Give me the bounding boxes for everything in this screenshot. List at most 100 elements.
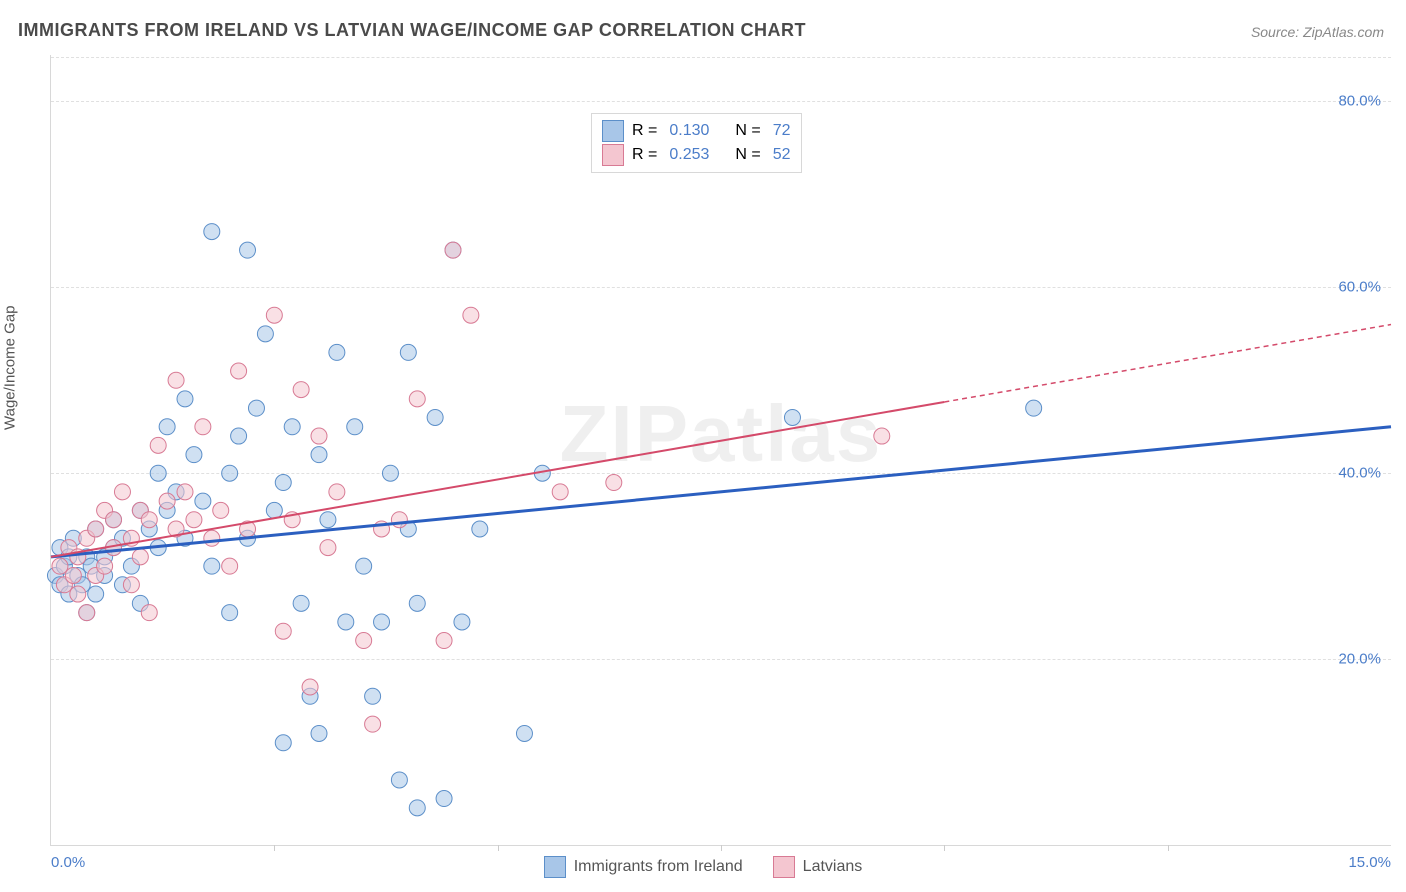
- data-point: [186, 447, 202, 463]
- data-point: [356, 633, 372, 649]
- swatch-series-1: [602, 120, 624, 142]
- data-point: [231, 428, 247, 444]
- chart-title: IMMIGRANTS FROM IRELAND VS LATVIAN WAGE/…: [18, 20, 806, 41]
- legend-label: Latvians: [803, 858, 863, 876]
- n-label: N =: [735, 146, 760, 164]
- data-point: [275, 475, 291, 491]
- data-point: [293, 595, 309, 611]
- data-point: [88, 586, 104, 602]
- plot-area: ZIPatlas 20.0%40.0%60.0%80.0% 0.0%15.0% …: [50, 55, 1391, 846]
- data-point: [159, 493, 175, 509]
- data-point: [409, 391, 425, 407]
- data-point: [159, 419, 175, 435]
- y-axis-label: Wage/Income Gap: [2, 305, 19, 430]
- data-point: [79, 605, 95, 621]
- source-label: Source: ZipAtlas.com: [1251, 24, 1384, 40]
- legend-bottom: Immigrants from Ireland Latvians: [0, 856, 1406, 878]
- n-value-1: 72: [773, 122, 791, 140]
- data-point: [374, 614, 390, 630]
- r-value-2: 0.253: [669, 146, 709, 164]
- data-point: [275, 735, 291, 751]
- legend-stats-row: R = 0.130 N = 72: [602, 119, 791, 143]
- data-point: [311, 447, 327, 463]
- data-point: [293, 382, 309, 398]
- data-point: [240, 242, 256, 258]
- r-value-1: 0.130: [669, 122, 709, 140]
- legend-stats-row: R = 0.253 N = 52: [602, 143, 791, 167]
- data-point: [204, 558, 220, 574]
- data-point: [204, 530, 220, 546]
- data-point: [874, 428, 890, 444]
- data-point: [320, 512, 336, 528]
- data-point: [302, 679, 318, 695]
- legend-label: Immigrants from Ireland: [574, 858, 743, 876]
- data-point: [320, 540, 336, 556]
- data-point: [52, 558, 68, 574]
- data-point: [391, 772, 407, 788]
- swatch-series-2: [602, 144, 624, 166]
- data-point: [132, 549, 148, 565]
- data-point: [204, 224, 220, 240]
- r-label: R =: [632, 122, 657, 140]
- data-point: [606, 475, 622, 491]
- data-point: [231, 363, 247, 379]
- data-point: [463, 307, 479, 323]
- data-point: [222, 605, 238, 621]
- data-point: [329, 344, 345, 360]
- data-point: [284, 419, 300, 435]
- data-point: [97, 558, 113, 574]
- data-point: [454, 614, 470, 630]
- data-point: [88, 521, 104, 537]
- legend-item: Latvians: [773, 856, 863, 878]
- scatter-svg: [51, 55, 1391, 845]
- data-point: [266, 307, 282, 323]
- data-point: [248, 400, 264, 416]
- data-point: [436, 633, 452, 649]
- data-point: [409, 800, 425, 816]
- data-point: [266, 502, 282, 518]
- data-point: [356, 558, 372, 574]
- data-point: [150, 465, 166, 481]
- swatch-series-2: [773, 856, 795, 878]
- data-point: [516, 725, 532, 741]
- data-point: [70, 586, 86, 602]
- data-point: [186, 512, 202, 528]
- swatch-series-1: [544, 856, 566, 878]
- trend-line-extrapolated: [944, 325, 1391, 402]
- data-point: [382, 465, 398, 481]
- data-point: [177, 391, 193, 407]
- data-point: [311, 428, 327, 444]
- data-point: [168, 372, 184, 388]
- data-point: [114, 484, 130, 500]
- trend-line: [51, 427, 1391, 557]
- data-point: [257, 326, 273, 342]
- data-point: [106, 512, 122, 528]
- data-point: [784, 409, 800, 425]
- n-label: N =: [735, 122, 760, 140]
- data-point: [329, 484, 345, 500]
- r-label: R =: [632, 146, 657, 164]
- trend-line: [51, 402, 944, 557]
- data-point: [141, 512, 157, 528]
- data-point: [400, 344, 416, 360]
- data-point: [311, 725, 327, 741]
- chart-container: IMMIGRANTS FROM IRELAND VS LATVIAN WAGE/…: [0, 0, 1406, 892]
- legend-stats: R = 0.130 N = 72 R = 0.253 N = 52: [591, 113, 802, 173]
- data-point: [222, 558, 238, 574]
- data-point: [275, 623, 291, 639]
- data-point: [195, 419, 211, 435]
- data-point: [213, 502, 229, 518]
- data-point: [177, 484, 193, 500]
- data-point: [409, 595, 425, 611]
- data-point: [123, 577, 139, 593]
- n-value-2: 52: [773, 146, 791, 164]
- legend-item: Immigrants from Ireland: [544, 856, 743, 878]
- data-point: [427, 409, 443, 425]
- data-point: [472, 521, 488, 537]
- data-point: [195, 493, 211, 509]
- data-point: [65, 567, 81, 583]
- data-point: [445, 242, 461, 258]
- data-point: [338, 614, 354, 630]
- data-point: [365, 716, 381, 732]
- data-point: [222, 465, 238, 481]
